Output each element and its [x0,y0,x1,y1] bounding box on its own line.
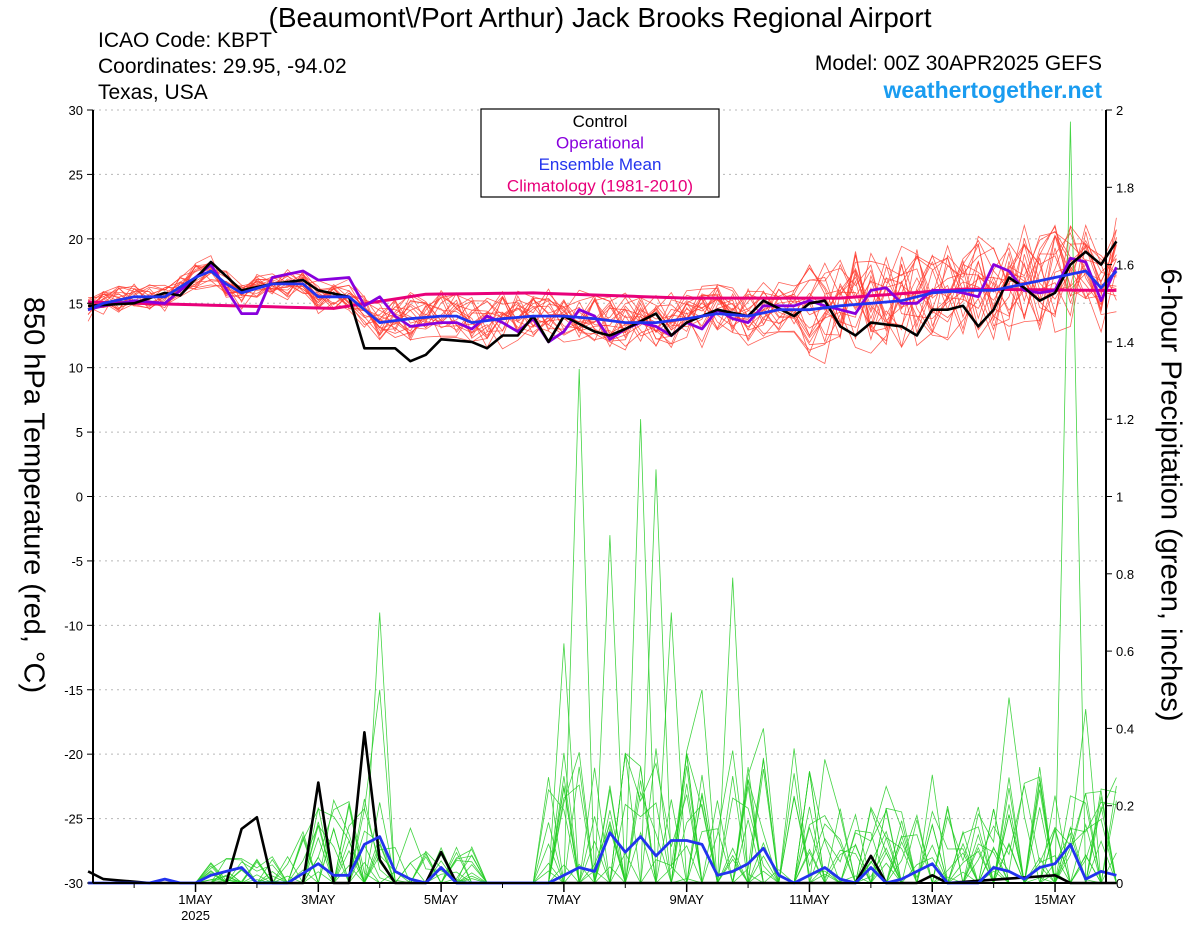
precip-member-line [88,612,1117,885]
site-name[interactable]: weathertogether.net [883,77,1102,103]
precip-member-line [88,728,1117,884]
left-tick-label: 5 [76,425,83,440]
left-tick-label: -30 [64,876,83,891]
left-tick-label: 25 [69,167,83,182]
left-tick-label: -20 [64,747,83,762]
legend-entry: Climatology (1981-2010) [507,177,693,196]
right-tick-label: 0.4 [1116,721,1134,736]
right-tick-label: 2 [1116,103,1123,118]
left-tick-label: 20 [69,232,83,247]
x-tick-label: 1MAY [178,892,213,907]
model-run: Model: 00Z 30APR2025 GEFS [814,52,1102,75]
precip-member-line [88,469,1117,885]
right-tick-label: 1.2 [1116,412,1134,427]
right-tick-label: 0.2 [1116,799,1134,814]
temperature-member-line [87,243,1117,351]
legend-entry: Control [573,112,628,131]
left-tick-label: 10 [69,361,83,376]
precip-member-line [88,535,1117,885]
precip-member-line [88,801,1117,885]
precip-member-line [88,121,1117,885]
left-tick-label: -25 [64,812,83,827]
right-tick-label: 0.8 [1116,567,1134,582]
axes: 302520151050-5-10-15-20-25-3021.81.61.41… [64,103,1134,923]
precip-member-line [88,419,1117,884]
legend-entry: Ensemble Mean [539,155,662,174]
x-tick-label: 13MAY [911,892,953,907]
precip-member-line [88,612,1117,885]
left-tick-label: -15 [64,683,83,698]
right-tick-label: 0.6 [1116,644,1134,659]
legend-box [480,108,720,198]
legend-entry: Operational [556,134,644,153]
x-tick-label: 15MAY [1034,892,1076,907]
x-tick-label: 9MAY [669,892,704,907]
legend: Control Operational Ensemble Mean Climatolo… [480,108,720,198]
right-tick-label: 1.6 [1116,258,1134,273]
temperature-member-line [88,243,1117,354]
right-tick-label: 1 [1116,490,1123,505]
right-tick-label: 1.8 [1116,180,1134,195]
coordinates: Coordinates: 29.95, -94.02 [98,55,347,78]
chart-title: (Beaumont\/Port Arthur) Jack Brooks Regi… [268,2,932,33]
precip-member-line [88,368,1117,884]
ensemble-mean-temp-line [87,269,1118,325]
x-tick-label: 7MAY [547,892,582,907]
temperature-member-line [88,232,1117,336]
x-tick-label: 5MAY [424,892,459,907]
right-tick-label: 1.4 [1116,335,1134,350]
right-tick-label: 0 [1116,876,1123,891]
left-tick-label: 30 [69,103,83,118]
region: Texas, USA [98,81,208,104]
temperature-member-line [88,234,1117,345]
operational-temp-line [87,256,1118,344]
icao-code: ICAO Code: KBPT [98,29,272,52]
left-tick-label: -5 [71,554,83,569]
control-precip-line [87,730,1117,885]
member-precip-series [88,121,1117,885]
left-tick-label: 0 [76,490,83,505]
x-tick-label: 11MAY [789,892,830,907]
left-tick-label: -10 [64,618,83,633]
x-tick-label: 3MAY [301,892,336,907]
x-tick-year: 2025 [181,908,210,923]
left-tick-label: 15 [69,296,83,311]
